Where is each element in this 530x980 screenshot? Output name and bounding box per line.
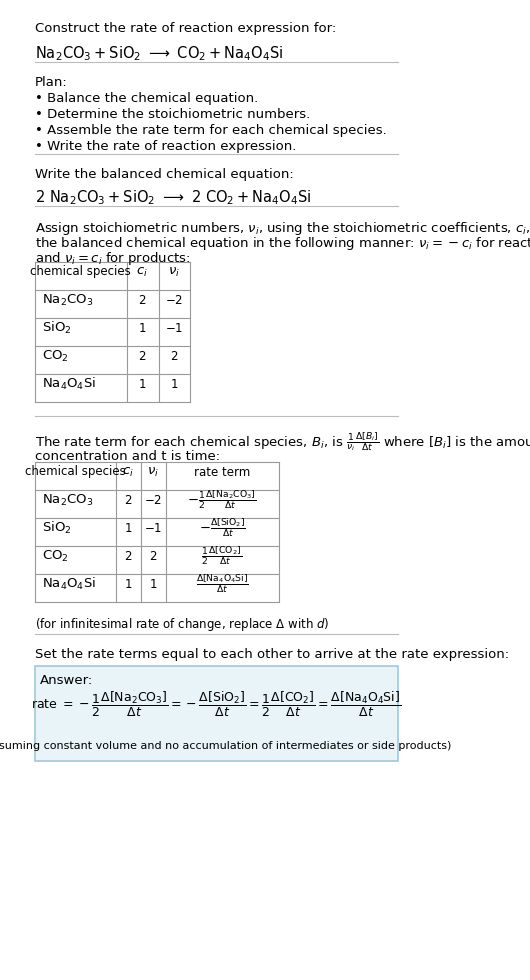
Text: $-2$: $-2$	[144, 494, 162, 507]
Text: $-2$: $-2$	[165, 293, 183, 307]
Text: $\mathrm{SiO_2}$: $\mathrm{SiO_2}$	[42, 319, 72, 336]
Text: $\mathrm{Na_4O_4Si}$: $\mathrm{Na_4O_4Si}$	[42, 376, 96, 392]
Text: The rate term for each chemical species, $B_i$, is $\frac{1}{\nu_i}\frac{\Delta[: The rate term for each chemical species,…	[35, 430, 530, 453]
Text: $-1$: $-1$	[165, 321, 183, 334]
Text: $-\frac{1}{2}\frac{\Delta[\mathrm{Na_2CO_3}]}{\Delta t}$: $-\frac{1}{2}\frac{\Delta[\mathrm{Na_2CO…	[187, 489, 257, 512]
Text: 2: 2	[138, 293, 146, 307]
Text: $\mathrm{Na_2CO_3 + SiO_2 \ \longrightarrow \ CO_2 + Na_4O_4Si}$: $\mathrm{Na_2CO_3 + SiO_2 \ \longrightar…	[35, 44, 284, 63]
Text: $\mathrm{SiO_2}$: $\mathrm{SiO_2}$	[42, 520, 72, 536]
Text: rate term: rate term	[194, 466, 250, 478]
Text: concentration and t is time:: concentration and t is time:	[35, 450, 220, 463]
Text: $-1$: $-1$	[144, 521, 162, 534]
Text: chemical species: chemical species	[25, 466, 126, 478]
Text: (for infinitesimal rate of change, replace $\Delta$ with $d$): (for infinitesimal rate of change, repla…	[35, 616, 330, 633]
Text: 1: 1	[125, 577, 132, 591]
Text: $\mathrm{CO_2}$: $\mathrm{CO_2}$	[42, 349, 69, 364]
Text: $\mathrm{Na_2CO_3}$: $\mathrm{Na_2CO_3}$	[42, 492, 93, 508]
Text: $2$: $2$	[149, 550, 157, 563]
Text: 1: 1	[125, 521, 132, 534]
Text: Answer:: Answer:	[40, 674, 93, 687]
FancyBboxPatch shape	[35, 666, 398, 761]
Text: 2: 2	[138, 350, 146, 363]
Text: $c_i$: $c_i$	[122, 466, 134, 478]
Text: the balanced chemical equation in the following manner: $\nu_i = -c_i$ for react: the balanced chemical equation in the fo…	[35, 235, 530, 252]
Text: Construct the rate of reaction expression for:: Construct the rate of reaction expressio…	[35, 22, 336, 35]
Text: 2: 2	[125, 550, 132, 563]
Text: $\mathrm{2\ Na_2CO_3 + SiO_2 \ \longrightarrow \ 2\ CO_2 + Na_4O_4Si}$: $\mathrm{2\ Na_2CO_3 + SiO_2 \ \longrigh…	[35, 188, 312, 207]
Text: $-\frac{\Delta[\mathrm{SiO_2}]}{\Delta t}$: $-\frac{\Delta[\mathrm{SiO_2}]}{\Delta t…	[199, 516, 245, 539]
Text: Set the rate terms equal to each other to arrive at the rate expression:: Set the rate terms equal to each other t…	[35, 648, 509, 661]
Text: $c_i$: $c_i$	[136, 266, 148, 278]
Text: $\mathrm{Na_4O_4Si}$: $\mathrm{Na_4O_4Si}$	[42, 576, 96, 592]
Text: • Determine the stoichiometric numbers.: • Determine the stoichiometric numbers.	[35, 108, 310, 121]
Text: $\nu_i$: $\nu_i$	[147, 466, 159, 478]
Text: (assuming constant volume and no accumulation of intermediates or side products): (assuming constant volume and no accumul…	[0, 741, 451, 751]
Text: Plan:: Plan:	[35, 76, 68, 89]
Text: $\mathrm{CO_2}$: $\mathrm{CO_2}$	[42, 549, 69, 564]
Text: Write the balanced chemical equation:: Write the balanced chemical equation:	[35, 168, 294, 181]
Text: 2: 2	[125, 494, 132, 507]
Text: rate $= -\dfrac{1}{2}\dfrac{\Delta[\mathrm{Na_2CO_3}]}{\Delta t} = -\dfrac{\Delt: rate $= -\dfrac{1}{2}\dfrac{\Delta[\math…	[31, 690, 402, 718]
Text: and $\nu_i = c_i$ for products:: and $\nu_i = c_i$ for products:	[35, 250, 191, 267]
Text: $1$: $1$	[170, 377, 178, 390]
Text: • Assemble the rate term for each chemical species.: • Assemble the rate term for each chemic…	[35, 124, 387, 137]
Text: $\frac{1}{2}\frac{\Delta[\mathrm{CO_2}]}{\Delta t}$: $\frac{1}{2}\frac{\Delta[\mathrm{CO_2}]}…	[201, 545, 243, 567]
Text: $\frac{\Delta[\mathrm{Na_4O_4Si}]}{\Delta t}$: $\frac{\Delta[\mathrm{Na_4O_4Si}]}{\Delt…	[196, 572, 249, 596]
Text: chemical species: chemical species	[31, 266, 131, 278]
Text: • Write the rate of reaction expression.: • Write the rate of reaction expression.	[35, 140, 296, 153]
Text: $\nu_i$: $\nu_i$	[168, 266, 180, 278]
Text: 1: 1	[138, 321, 146, 334]
Text: $1$: $1$	[149, 577, 157, 591]
Text: $\mathrm{Na_2CO_3}$: $\mathrm{Na_2CO_3}$	[42, 292, 93, 308]
Text: 1: 1	[138, 377, 146, 390]
Text: • Balance the chemical equation.: • Balance the chemical equation.	[35, 92, 258, 105]
Text: Assign stoichiometric numbers, $\nu_i$, using the stoichiometric coefficients, $: Assign stoichiometric numbers, $\nu_i$, …	[35, 220, 530, 237]
Text: $2$: $2$	[170, 350, 178, 363]
